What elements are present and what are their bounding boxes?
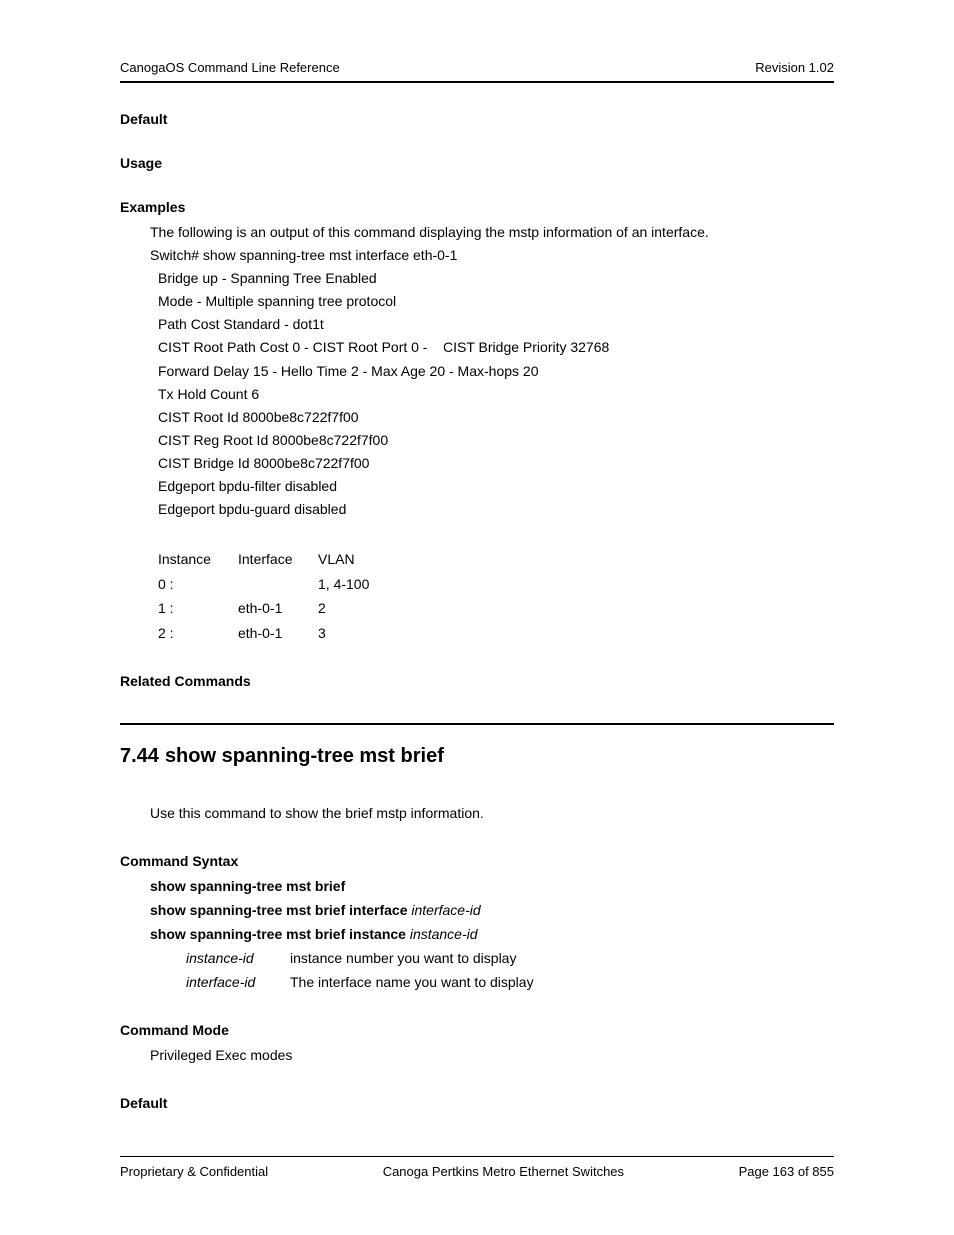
examples-intro: The following is an output of this comma… bbox=[150, 221, 834, 244]
output-line: Edgeport bpdu-guard disabled bbox=[158, 498, 834, 521]
output-line: CIST Reg Root Id 8000be8c722f7f00 bbox=[158, 429, 834, 452]
page-footer: Proprietary & Confidential Canoga Pertki… bbox=[120, 1156, 834, 1179]
output-line: Mode - Multiple spanning tree protocol bbox=[158, 290, 834, 313]
table-row: 1 : eth-0-1 2 bbox=[158, 596, 834, 621]
cell-vlan: 1, 4-100 bbox=[318, 572, 408, 597]
document-page: CanogaOS Command Line Reference Revision… bbox=[0, 0, 954, 1235]
header-left: CanogaOS Command Line Reference bbox=[120, 60, 340, 75]
param-desc: instance number you want to display bbox=[290, 947, 834, 971]
output-line: CIST Root Path Cost 0 - CIST Root Port 0… bbox=[158, 336, 834, 359]
section-mode: Command Mode bbox=[120, 1022, 834, 1038]
page-header: CanogaOS Command Line Reference Revision… bbox=[120, 60, 834, 83]
instance-table: Instance Interface VLAN 0 : 1, 4-100 1 :… bbox=[158, 547, 834, 645]
section-divider bbox=[120, 723, 834, 725]
syntax-arg: instance-id bbox=[410, 926, 478, 942]
section-related: Related Commands bbox=[120, 673, 834, 689]
footer-line: Proprietary & Confidential Canoga Pertki… bbox=[120, 1156, 834, 1179]
section-default: Default bbox=[120, 111, 834, 127]
footer-center: Canoga Pertkins Metro Ethernet Switches bbox=[383, 1164, 624, 1179]
cell-instance: 0 : bbox=[158, 572, 238, 597]
cell-instance: 1 : bbox=[158, 596, 238, 621]
col-header-interface: Interface bbox=[238, 547, 318, 572]
output-line: CIST Bridge Id 8000be8c722f7f00 bbox=[158, 452, 834, 475]
mode-text: Privileged Exec modes bbox=[150, 1044, 834, 1067]
output-line: Path Cost Standard - dot1t bbox=[158, 313, 834, 336]
cell-vlan: 3 bbox=[318, 621, 408, 646]
cell-vlan: 2 bbox=[318, 596, 408, 621]
section-syntax: Command Syntax bbox=[120, 853, 834, 869]
syntax-line: show spanning-tree mst brief instance in… bbox=[150, 923, 834, 947]
syntax-cmd: show spanning-tree mst brief instance bbox=[150, 926, 406, 942]
section-default-2: Default bbox=[120, 1095, 834, 1111]
section-examples: Examples bbox=[120, 199, 834, 215]
table-row: 0 : 1, 4-100 bbox=[158, 572, 834, 597]
syntax-cmd: show spanning-tree mst brief interface bbox=[150, 902, 408, 918]
footer-right: Page 163 of 855 bbox=[739, 1164, 834, 1179]
table-row: 2 : eth-0-1 3 bbox=[158, 621, 834, 646]
syntax-line: show spanning-tree mst brief interface i… bbox=[150, 899, 834, 923]
cell-interface bbox=[238, 572, 318, 597]
col-header-instance: Instance bbox=[158, 547, 238, 572]
chapter-number: 7.44 bbox=[120, 745, 159, 768]
syntax-block: show spanning-tree mst brief show spanni… bbox=[150, 875, 834, 994]
output-line: CIST Root Id 8000be8c722f7f00 bbox=[158, 406, 834, 429]
cell-interface: eth-0-1 bbox=[238, 596, 318, 621]
param-name: interface-id bbox=[186, 971, 290, 995]
command-output: Bridge up - Spanning Tree Enabled Mode -… bbox=[158, 267, 834, 521]
syntax-line: show spanning-tree mst brief bbox=[150, 875, 834, 899]
cell-instance: 2 : bbox=[158, 621, 238, 646]
param-row: interface-id The interface name you want… bbox=[186, 971, 834, 995]
output-line: Bridge up - Spanning Tree Enabled bbox=[158, 267, 834, 290]
col-header-vlan: VLAN bbox=[318, 547, 408, 572]
chapter-description: Use this command to show the brief mstp … bbox=[150, 802, 834, 825]
output-line: Edgeport bpdu-filter disabled bbox=[158, 475, 834, 498]
cell-interface: eth-0-1 bbox=[238, 621, 318, 646]
header-right: Revision 1.02 bbox=[755, 60, 834, 75]
chapter-title-text: show spanning-tree mst brief bbox=[165, 745, 444, 767]
section-usage: Usage bbox=[120, 155, 834, 171]
footer-left: Proprietary & Confidential bbox=[120, 1164, 268, 1179]
table-header-row: Instance Interface VLAN bbox=[158, 547, 834, 572]
syntax-arg: interface-id bbox=[411, 902, 480, 918]
param-desc: The interface name you want to display bbox=[290, 971, 834, 995]
param-row: instance-id instance number you want to … bbox=[186, 947, 834, 971]
examples-command: Switch# show spanning-tree mst interface… bbox=[150, 244, 834, 267]
output-line: Tx Hold Count 6 bbox=[158, 383, 834, 406]
param-name: instance-id bbox=[186, 947, 290, 971]
output-line: Forward Delay 15 - Hello Time 2 - Max Ag… bbox=[158, 360, 834, 383]
chapter-heading: 7.44 show spanning-tree mst brief bbox=[120, 745, 834, 768]
